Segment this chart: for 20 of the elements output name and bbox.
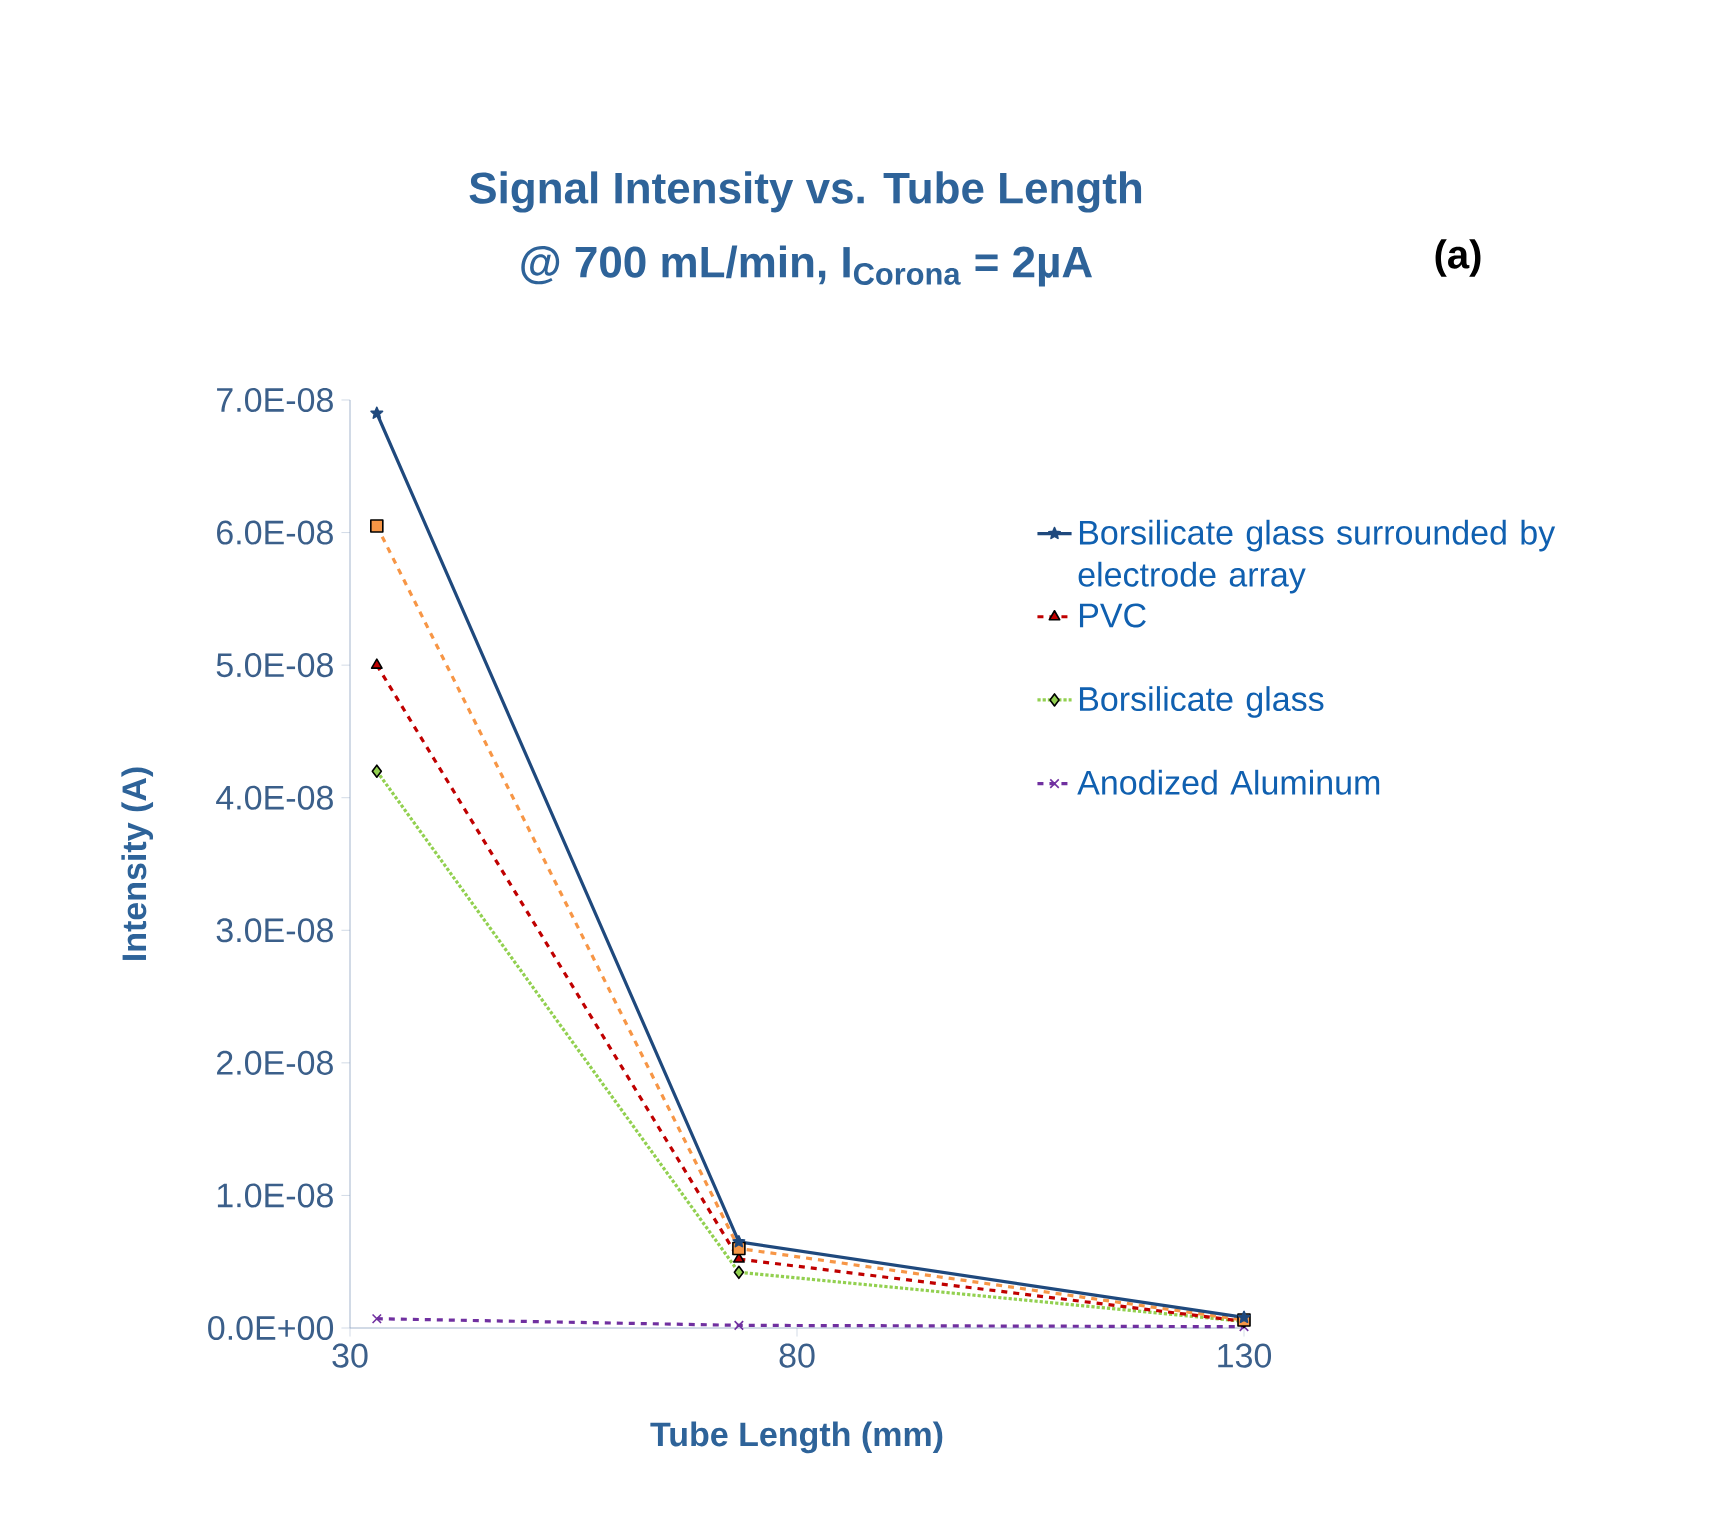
y-tick-label: 0.0E+00 [208,1315,334,1341]
y-tick-label: 7.0E-08 [217,387,333,413]
x-tick-label: 80 [779,1343,815,1368]
legend-label: PVC [1079,603,1146,628]
y-tick-label: 5.0E-08 [216,653,333,678]
y-axis-title: Intensity (A) [121,767,154,960]
y-tick-label: 6.0E-08 [217,520,333,545]
y-tick-label: 3.0E-08 [216,918,333,943]
x-tick-label: 130 [1218,1343,1272,1368]
legend-label: Anodized Aluminum [1077,769,1380,795]
y-tick-label: 2.0E-08 [217,1050,333,1075]
text: (a) [1435,239,1481,277]
legend-label: Borsilicate glass [1079,686,1324,718]
chart-title: Signal Intensity vs. Tube Length [469,171,1142,213]
x-tick-label: 30 [332,1343,368,1368]
y-tick-label: 4.0E-08 [216,785,333,810]
legend-label: Borsilicate glass surrounded by electrode array [1078,519,1556,594]
y-tick-label: 1.0E-08 [217,1183,333,1208]
chart-subtitle: @ 700 mL/min, I$_{Corona}$ = 2µA [521,245,1093,287]
x-axis-title: Tube Length (mm) [650,1421,943,1454]
